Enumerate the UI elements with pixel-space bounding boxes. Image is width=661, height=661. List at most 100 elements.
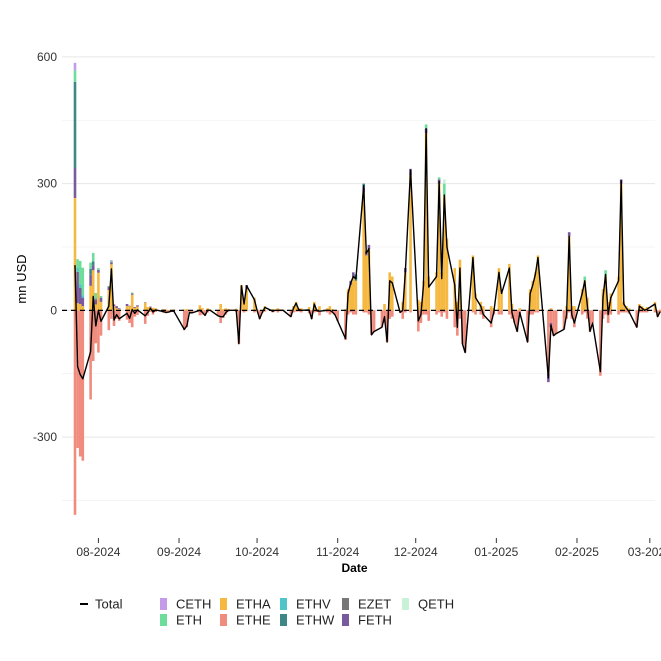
bar-etha (136, 306, 139, 311)
bar-ethe (531, 310, 535, 315)
bar-etha (91, 270, 95, 311)
bar-ethe (643, 310, 646, 313)
y-axis-title: mn USD (14, 254, 29, 303)
bar-eth (89, 262, 92, 269)
bar-eth (604, 270, 607, 277)
x-axis: 08-2024 09-2024 10-2024 11-2024 12-2024 01-20… (76, 538, 661, 559)
legend-key-swatch (220, 598, 227, 610)
bar-feth (76, 271, 79, 304)
bar-ethe (107, 310, 111, 331)
bar-ethe (365, 310, 368, 313)
bar-etha (580, 289, 584, 311)
legend-key-swatch (220, 614, 227, 626)
bar-ethe (497, 310, 501, 315)
bar-ethe (489, 310, 493, 328)
bar-etha (427, 276, 431, 311)
bar-etha (417, 299, 420, 311)
bar-ethe (185, 310, 189, 328)
bar-ethe (318, 310, 321, 316)
bar-feth (97, 269, 100, 273)
bar-etha (318, 306, 321, 311)
legend-label: ETHA (236, 597, 271, 612)
bar-ethv (76, 267, 79, 272)
bar-ethe (325, 310, 329, 313)
bar-ethe (549, 310, 553, 324)
bar-etha (619, 183, 623, 311)
bar-etha (331, 309, 334, 311)
legend-item-ethv: ETHV (280, 597, 331, 612)
bar-ethe (263, 310, 267, 312)
legend-label: ETH (176, 613, 202, 628)
bar-etha (76, 303, 79, 311)
bar-eth (583, 276, 587, 281)
bar-eth (424, 124, 428, 129)
bar-ethw (73, 81, 77, 168)
bar-etha (128, 306, 131, 311)
bar-feth (112, 304, 116, 307)
bar-etha (365, 255, 368, 311)
bar-etha (518, 308, 522, 311)
bar-etha (182, 309, 186, 311)
legend-label: ETHE (236, 613, 271, 628)
bar-ethe (445, 310, 449, 319)
bar-etha (294, 301, 298, 311)
bar-etha (362, 192, 365, 311)
bar-ethe (117, 310, 121, 321)
legend-label: QETH (418, 597, 454, 612)
bar-etha (500, 289, 503, 311)
bar-ethe (333, 310, 337, 315)
bar-ethe (409, 310, 412, 313)
bar-etha (167, 309, 170, 311)
bar-ethe (388, 310, 392, 319)
legend-key-swatch (280, 598, 287, 610)
bar-eth (81, 267, 85, 296)
bar-feth (130, 293, 134, 295)
bar-ethe (198, 310, 202, 316)
legend-item-ethw: ETHW (280, 613, 335, 628)
bar-etha (349, 285, 352, 311)
x-tick-label: 11-2024 (316, 545, 359, 559)
bar-ethw (107, 286, 111, 288)
bar-ethe (154, 310, 157, 313)
bar-etha (130, 294, 134, 311)
bar-ethe (453, 310, 457, 328)
x-tick-label: 08-2024 (76, 545, 120, 559)
bar-feth (107, 287, 111, 291)
bar-feth (352, 272, 355, 277)
bar-ethe (606, 310, 610, 324)
bar-ethe (443, 310, 446, 313)
bar-ethe (294, 310, 298, 312)
y-tick-label: 300 (37, 177, 57, 191)
bar-ethe (242, 310, 246, 313)
bar-etha (133, 307, 137, 311)
bar-ethe (380, 310, 384, 328)
bar-etha (117, 309, 121, 311)
bar-ethe (435, 310, 438, 315)
x-axis-title: Date (341, 561, 367, 575)
bar-ethe (599, 310, 602, 376)
bar-ethe (401, 310, 405, 319)
bar-etha (198, 305, 202, 311)
bar-etha (73, 197, 77, 311)
bar-feth (143, 302, 147, 303)
bar-feth (89, 274, 92, 286)
bar-ethe (76, 310, 79, 449)
bar-ethe (203, 310, 207, 316)
bar-ethe (404, 310, 407, 313)
bar-ethe (310, 310, 313, 319)
bar-feth (149, 306, 152, 308)
bar-ethe (625, 310, 628, 313)
bar-ethe (328, 310, 332, 315)
bar-ethe (622, 310, 626, 313)
bar-etha (352, 276, 355, 311)
bar-ethe (619, 310, 623, 313)
bar-ethe (658, 310, 661, 313)
bar-etha (567, 236, 571, 311)
y-tick-label: 0 (50, 303, 57, 317)
bar-ethe (471, 310, 475, 313)
legend-label: FETH (358, 613, 392, 628)
bar-etha (206, 308, 209, 311)
bar-ethe (424, 310, 428, 315)
bar-ethe (143, 310, 147, 324)
legend-key-swatch (402, 598, 409, 610)
